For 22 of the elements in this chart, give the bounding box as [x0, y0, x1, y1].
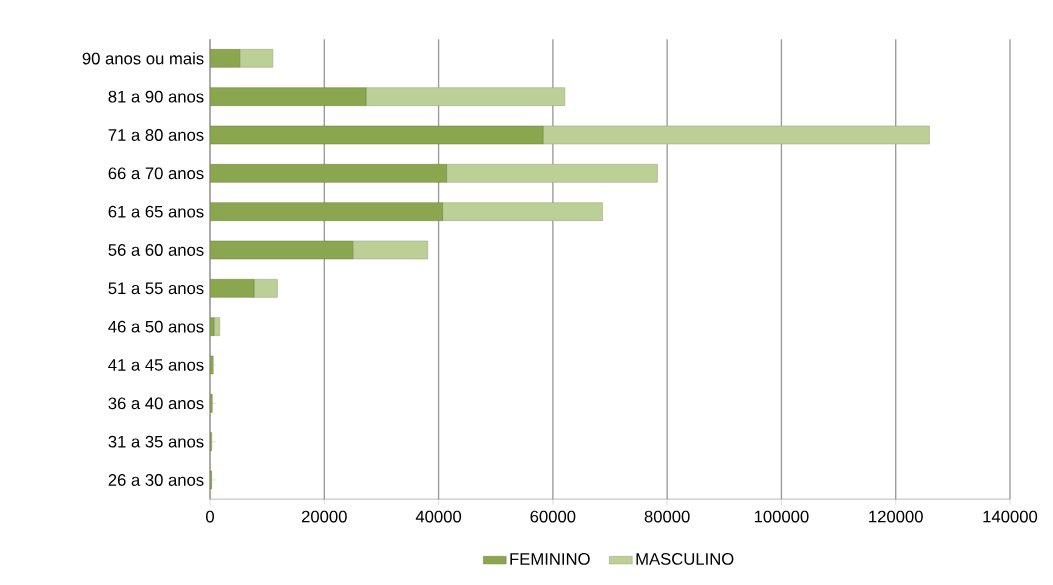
- y-tick-label: 36 a 40 anos: [108, 397, 204, 410]
- y-tick-label: 31 a 35 anos: [108, 435, 204, 448]
- x-tick-label: 0: [206, 510, 214, 523]
- x-tick-label: 100000: [754, 510, 809, 523]
- x-tick-label: 120000: [869, 510, 923, 523]
- y-tick-label: 71 a 80 anos: [108, 129, 204, 141]
- legend-label: MASCULINO: [636, 553, 734, 565]
- x-tick-label: 40000: [415, 510, 462, 523]
- y-tick-label: 81 a 90 anos: [108, 90, 204, 103]
- y-tick-label: 46 a 50 anos: [108, 320, 204, 333]
- x-tick-label: 20000: [301, 510, 347, 523]
- x-tick-label: 140000: [983, 510, 1038, 523]
- legend-label: FEMININO: [510, 553, 590, 565]
- y-tick-label: 90 anos ou mais: [82, 52, 204, 65]
- x-tick-label: 80000: [644, 510, 690, 523]
- y-tick-label: 26 a 30 anos: [108, 474, 204, 486]
- y-tick-label: 41 a 45 anos: [108, 359, 204, 371]
- y-tick-label: 51 a 55 anos: [108, 282, 204, 295]
- x-tick-label: 60000: [530, 510, 576, 523]
- y-tick-label: 61 a 65 anos: [108, 205, 204, 218]
- y-tick-label: 56 a 60 anos: [108, 244, 204, 256]
- y-tick-label: 66 a 70 anos: [108, 167, 204, 180]
